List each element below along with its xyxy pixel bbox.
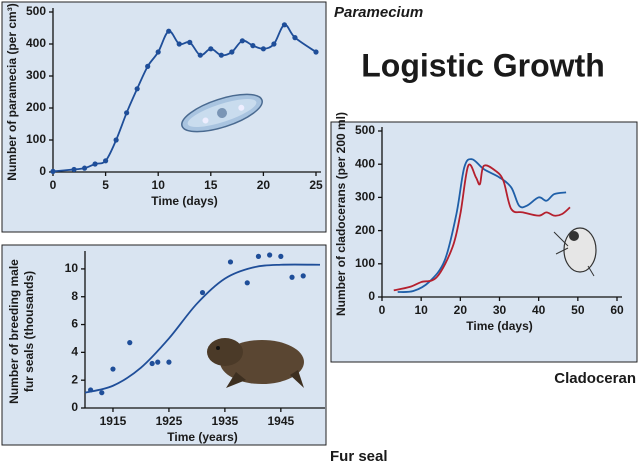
y-tick-label: 100 [355,256,375,270]
data-point [313,49,319,55]
data-point [155,359,161,365]
y-tick-label: 2 [71,372,78,386]
data-point [250,43,256,49]
cladoceran-illustration [553,227,597,277]
data-point [278,253,284,259]
x-tick-label: 25 [309,178,323,192]
data-point [199,289,206,296]
x-axis-label: Time (days) [466,319,532,333]
y-tick-label: 0 [368,289,375,303]
x-tick-label: 60 [610,303,624,317]
x-tick-label: 1935 [212,414,239,428]
x-tick-label: 15 [204,178,218,192]
y-tick-label: 0 [71,400,78,414]
y-axis-label: fur seals (thousands) [22,271,36,392]
data-point [166,359,172,365]
chart-caption: Fur seal [330,448,388,465]
data-point [103,158,109,164]
y-tick-label: 200 [26,100,46,114]
data-point [218,52,224,58]
x-tick-label: 1915 [100,414,127,428]
x-tick-label: 10 [152,178,166,192]
data-point [292,35,298,41]
data-point [197,52,203,58]
y-tick-label: 400 [26,36,46,50]
y-tick-label: 400 [355,156,375,170]
chart-caption: Paramecium [334,4,423,21]
data-point [239,38,245,44]
y-tick-label: 8 [71,289,78,303]
data-point [145,63,151,69]
data-point [155,49,161,55]
data-point [50,168,56,174]
x-tick-label: 10 [414,303,428,317]
data-point [267,252,273,258]
x-tick-label: 5 [102,178,109,192]
x-axis-label: Time (days) [151,194,217,208]
data-point [300,273,306,279]
data-point [71,166,77,173]
data-point [260,46,266,52]
y-axis-label: Number of cladocerans (per 200 ml) [334,112,348,316]
x-tick-label: 50 [571,303,585,317]
series-line [397,158,567,293]
data-point [227,259,234,265]
data-point [110,366,116,372]
data-point [208,46,214,52]
y-tick-label: 300 [355,190,375,204]
series-line [84,263,321,394]
series-line [393,163,571,292]
data-point [229,49,235,55]
y-tick-label: 500 [26,4,46,18]
x-tick-label: 1945 [267,414,294,428]
x-tick-label: 30 [493,303,507,317]
y-tick-label: 10 [65,261,79,275]
y-axis-label: Number of breeding male [7,259,21,404]
y-tick-label: 100 [26,132,46,146]
y-tick-label: 200 [355,223,375,237]
x-tick-label: 1925 [156,414,183,428]
x-tick-label: 0 [50,178,57,192]
data-point [149,360,155,367]
y-axis-label: Number of paramecia (per cm³) [5,3,19,180]
y-tick-label: 300 [26,68,46,82]
data-point [124,110,130,116]
data-point [281,22,288,28]
data-point [81,165,88,171]
y-tick-label: 4 [71,345,78,359]
page-title: Logistic Growth [361,47,605,83]
y-tick-label: 0 [39,164,46,178]
data-point [92,161,98,167]
data-point [255,253,262,259]
data-point [134,86,140,92]
data-point [99,390,105,396]
data-point [127,340,133,346]
x-axis-label: Time (years) [167,430,237,444]
data-point [176,41,182,47]
x-tick-label: 20 [257,178,271,192]
x-tick-label: 40 [532,303,546,317]
chart-caption: Cladoceran [554,370,636,387]
y-tick-label: 500 [355,123,375,137]
x-tick-label: 20 [454,303,468,317]
paramecium-illustration [181,93,263,133]
data-point [271,41,277,47]
x-tick-label: 0 [379,303,386,317]
data-point [187,39,193,46]
seal-illustration [207,338,304,388]
data-point [289,274,295,280]
y-tick-label: 6 [71,317,78,331]
data-point [244,280,250,286]
data-point [113,137,119,143]
data-point [166,28,172,34]
